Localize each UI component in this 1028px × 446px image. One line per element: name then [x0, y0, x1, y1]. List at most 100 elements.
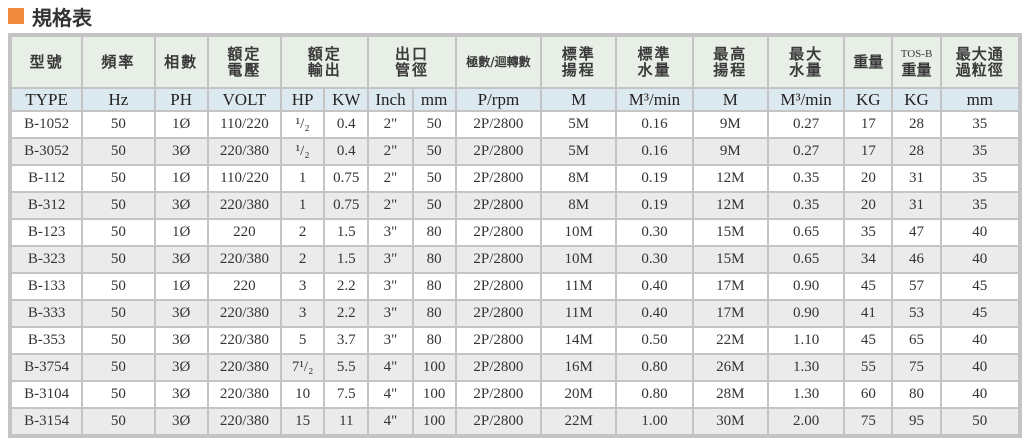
unit-cell: KG — [843, 87, 894, 112]
table-cell: 1.00 — [615, 407, 694, 437]
table-cell: 28 — [891, 110, 942, 139]
table-cell: 75 — [891, 353, 942, 382]
table-cell: B-312 — [8, 191, 84, 220]
table-cell: 3" — [367, 299, 414, 328]
table-cell: 2.00 — [766, 407, 846, 437]
table-cell: 45 — [939, 272, 1022, 301]
table-cell: 2P/2800 — [454, 380, 543, 409]
table-cell: 3" — [367, 272, 414, 301]
table-cell: 31 — [891, 164, 942, 193]
table-cell: 2P/2800 — [454, 191, 543, 220]
table-cell: 0.4 — [323, 110, 370, 139]
table-cell: 100 — [411, 380, 457, 409]
col-frequency: 頻率 — [81, 34, 156, 89]
table-cell: 5 — [280, 326, 326, 355]
table-cell: 53 — [891, 299, 942, 328]
table-cell: 0.80 — [615, 380, 694, 409]
table-cell: 0.30 — [615, 218, 694, 247]
table-cell: B-3104 — [8, 380, 84, 409]
table-cell: 220/380 — [206, 380, 283, 409]
table-cell: 50 — [411, 110, 457, 139]
table-cell: 35 — [939, 191, 1022, 220]
table-cell: 1Ø — [153, 164, 209, 193]
table-cell: 50 — [81, 164, 156, 193]
table-cell: 16M — [540, 353, 618, 382]
table-cell: 3Ø — [153, 407, 209, 437]
table-cell: 5.5 — [323, 353, 370, 382]
table-row: B-312 50 3Ø 220/380 1 0.75 2" 50 2P/2800 8M 0.19 12… — [8, 191, 1022, 220]
table-cell: 75 — [843, 407, 894, 437]
table-row: B-3052 50 3Ø 220/380 ¹/₂ 0.4 2" 50 2P/2800 5M 0.16… — [8, 137, 1022, 166]
col-std-head: 標準 揚程 — [540, 34, 618, 89]
table-cell: 40 — [939, 380, 1022, 409]
table-cell: B-112 — [8, 164, 84, 193]
table-cell: 60 — [843, 380, 894, 409]
table-cell: 3Ø — [153, 353, 209, 382]
table-cell: 220/380 — [206, 245, 283, 274]
table-cell: 17 — [843, 137, 894, 166]
table-cell: 2" — [367, 137, 414, 166]
table-cell: 50 — [81, 407, 156, 437]
section-title: 規格表 — [8, 4, 92, 30]
table-cell: 3.7 — [323, 326, 370, 355]
section-title-text: 規格表 — [32, 5, 92, 30]
table-cell: 220/380 — [206, 353, 283, 382]
table-cell: 45 — [843, 326, 894, 355]
table-cell: 55 — [843, 353, 894, 382]
unit-cell: P/rpm — [454, 87, 543, 112]
table-cell: 1Ø — [153, 218, 209, 247]
table-cell: 8M — [540, 191, 618, 220]
table-cell: 28 — [891, 137, 942, 166]
table-cell: 40 — [939, 326, 1022, 355]
table-cell: B-353 — [8, 326, 84, 355]
table-row: B-333 50 3Ø 220/380 3 2.2 3" 80 2P/2800 11M 0.40 17… — [8, 299, 1022, 328]
col-std-flow: 標準 水量 — [615, 34, 694, 89]
table-cell: 1.30 — [766, 353, 846, 382]
table-cell: 0.65 — [766, 218, 846, 247]
col-outlet: 出口 管徑 — [367, 34, 457, 89]
table-cell: 0.75 — [323, 191, 370, 220]
table-cell: 40 — [939, 353, 1022, 382]
table-cell: 220/380 — [206, 191, 283, 220]
table-cell: 0.35 — [766, 164, 846, 193]
table-cell: 2P/2800 — [454, 110, 543, 139]
table-cell: 3Ø — [153, 191, 209, 220]
col-model: 型號 — [8, 34, 84, 89]
table-cell: 2" — [367, 164, 414, 193]
table-cell: 46 — [891, 245, 942, 274]
table-cell: 50 — [81, 272, 156, 301]
table-cell: 0.35 — [766, 191, 846, 220]
table-cell: 11 — [323, 407, 370, 437]
table-cell: 0.75 — [323, 164, 370, 193]
table-body: B-1052 50 1Ø 110/220 ¹/₂ 0.4 2" 50 2P/2800 5M 0.16… — [8, 110, 1022, 437]
table-cell: 7¹/₂ — [280, 353, 326, 382]
table-cell: 35 — [939, 137, 1022, 166]
table-cell: 50 — [81, 326, 156, 355]
tos-label: TOS-B — [900, 48, 933, 60]
table-cell: 1.30 — [766, 380, 846, 409]
table-cell: 80 — [411, 218, 457, 247]
table-cell: B-333 — [8, 299, 84, 328]
unit-cell: VOLT — [206, 87, 283, 112]
table-cell: 45 — [843, 272, 894, 301]
unit-cell: M³/min — [615, 87, 694, 112]
table-cell: 4" — [367, 353, 414, 382]
table-cell: 17 — [843, 110, 894, 139]
unit-cell: mm — [411, 87, 457, 112]
table-cell: 2.2 — [323, 299, 370, 328]
header-row: 型號 頻率 相數 額定 電壓 額定 輸出 出口 管徑 極數/迴轉數 標準 揚程 … — [8, 34, 1022, 89]
table-cell: 22M — [540, 407, 618, 437]
unit-cell: Inch — [367, 87, 414, 112]
table-cell: 2P/2800 — [454, 299, 543, 328]
table-cell: 50 — [81, 380, 156, 409]
table-cell: 3Ø — [153, 137, 209, 166]
table-cell: 5M — [540, 137, 618, 166]
table-cell: 15 — [280, 407, 326, 437]
table-cell: 3" — [367, 326, 414, 355]
table-cell: 50 — [81, 137, 156, 166]
table-cell: 220 — [206, 218, 283, 247]
table-cell: 40 — [939, 218, 1022, 247]
table-cell: 35 — [843, 218, 894, 247]
tos-weight-label: 重量 — [901, 61, 932, 79]
table-cell: 2.2 — [323, 272, 370, 301]
